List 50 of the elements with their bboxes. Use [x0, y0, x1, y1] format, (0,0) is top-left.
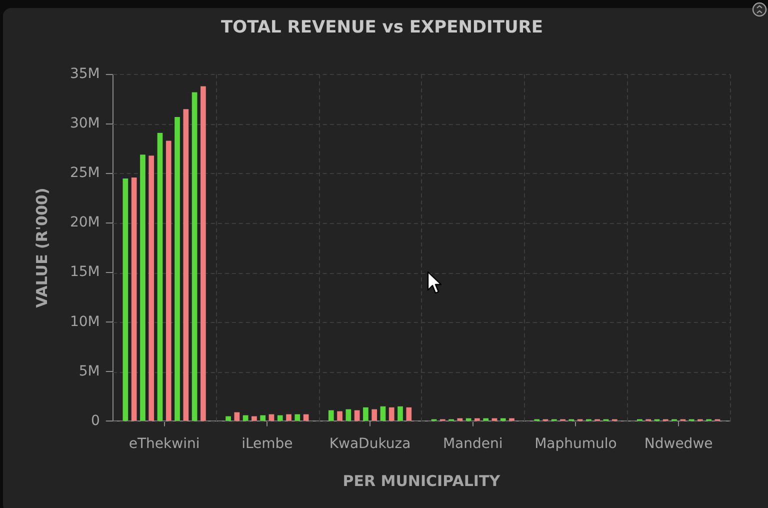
- bar: [346, 409, 352, 421]
- bar: [388, 407, 394, 421]
- x-tick-label: Maphumulo: [534, 436, 617, 452]
- bar: [294, 414, 300, 421]
- bar: [474, 418, 480, 421]
- bar: [509, 418, 514, 421]
- x-tick-label: eThekwini: [128, 436, 200, 452]
- bar: [140, 154, 146, 421]
- bar: [483, 418, 489, 421]
- bar: [380, 406, 386, 421]
- bar: [500, 418, 506, 421]
- bar: [131, 177, 137, 421]
- bar: [457, 418, 463, 421]
- bar: [492, 418, 498, 421]
- x-axis-title: PER MUNICIPALITY: [342, 472, 502, 490]
- x-tick-label: KwaDukuza: [329, 436, 411, 452]
- y-tick-label: 25M: [70, 165, 100, 182]
- bar: [363, 407, 368, 421]
- bar: [260, 415, 266, 421]
- bar: [183, 109, 189, 421]
- x-tick-label: Ndwedwe: [644, 436, 713, 452]
- x-tick-label: iLembe: [242, 436, 293, 452]
- x-tick-label: Mandeni: [442, 436, 503, 452]
- bar: [148, 156, 154, 421]
- y-tick-label: 15M: [70, 264, 100, 280]
- y-tick-label: 5M: [78, 363, 100, 380]
- bar: [286, 414, 292, 421]
- y-tick-label: 20M: [70, 214, 100, 231]
- y-axis-title: VALUE (R'000): [32, 188, 51, 308]
- bar: [328, 410, 334, 421]
- bar: [174, 117, 180, 421]
- bar: [277, 415, 283, 421]
- bar: [398, 406, 403, 421]
- bar: [252, 416, 257, 421]
- y-tick-label: 10M: [70, 314, 100, 330]
- bar: [372, 409, 378, 421]
- bar: [192, 92, 198, 421]
- y-tick-label: 0: [90, 412, 100, 429]
- bar: [226, 416, 231, 421]
- bar: [200, 86, 206, 421]
- bar: [466, 418, 472, 421]
- bar: [337, 411, 342, 421]
- bar: [166, 140, 172, 421]
- bar: [406, 407, 412, 421]
- bar: [157, 132, 163, 421]
- chart-title: TOTAL REVENUE vs EXPENDITURE: [221, 18, 543, 38]
- y-tick-label: 35M: [70, 66, 100, 82]
- y-tick-label: 30M: [70, 116, 100, 132]
- bar: [354, 410, 360, 421]
- bar: [122, 178, 128, 421]
